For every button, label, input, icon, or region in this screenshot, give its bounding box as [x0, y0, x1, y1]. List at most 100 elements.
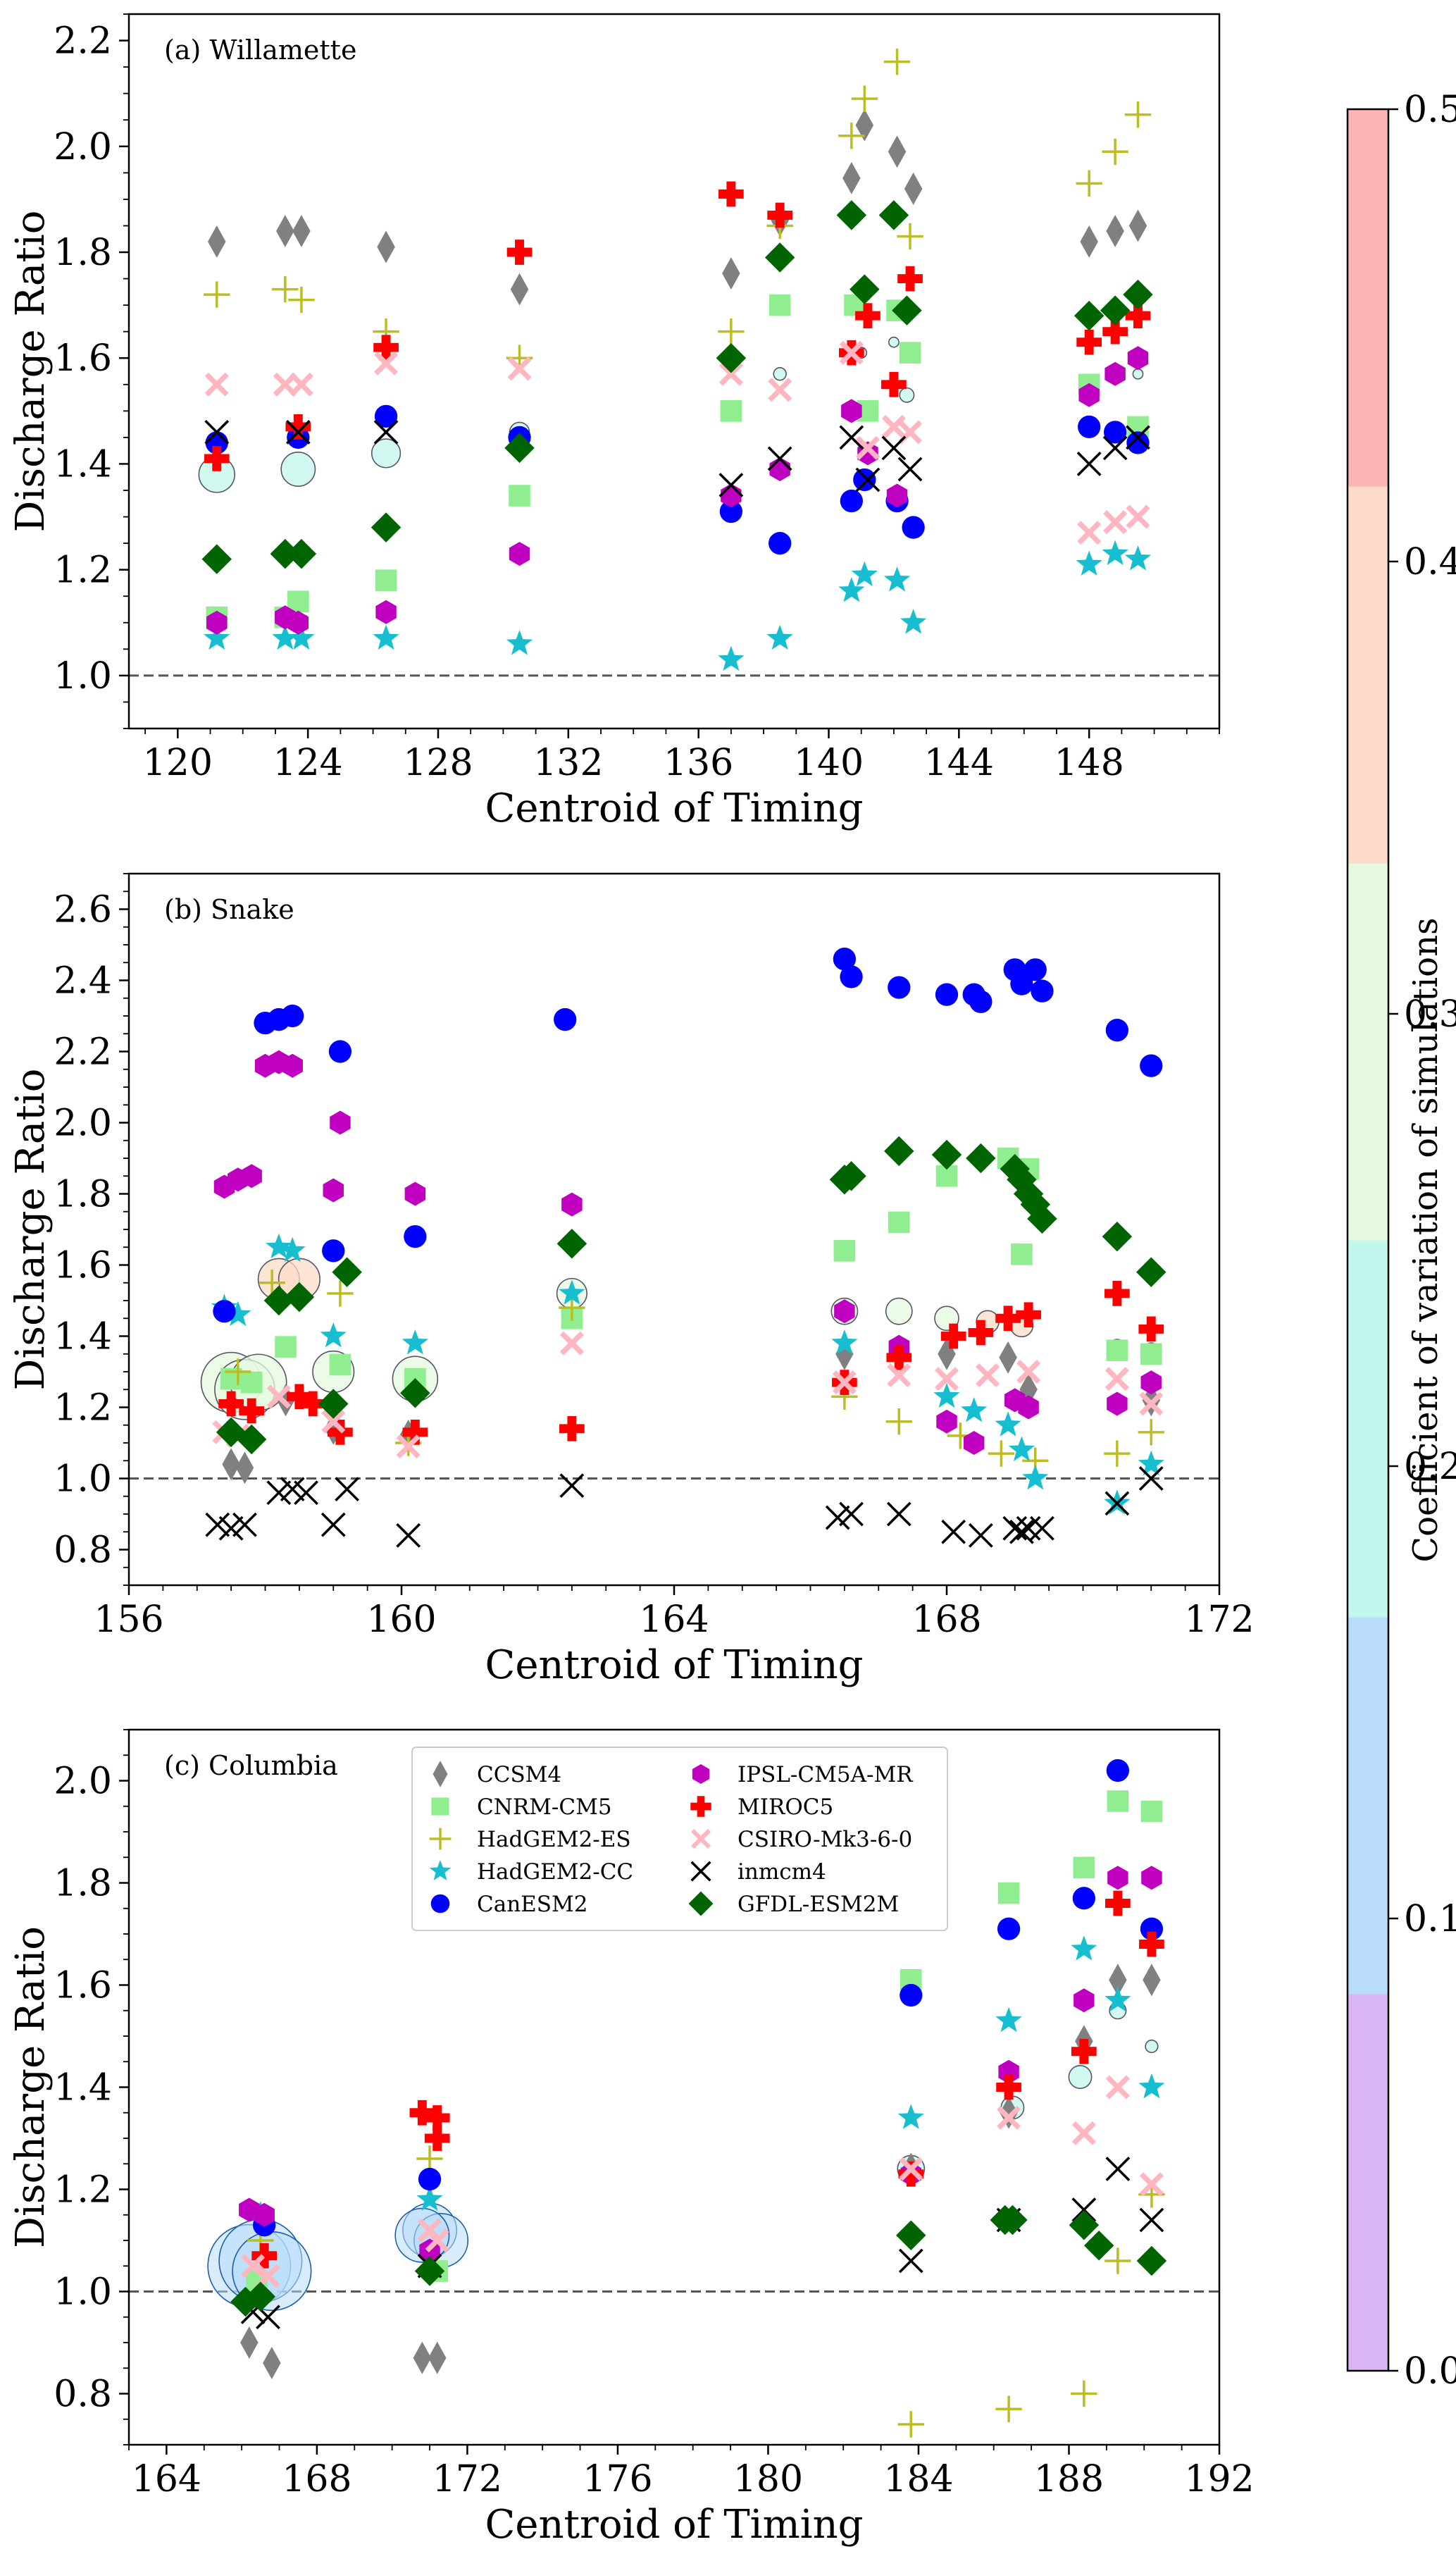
- data-point: [902, 516, 925, 539]
- data-point: [254, 2202, 275, 2227]
- data-point: [208, 225, 226, 258]
- data-point: [375, 569, 397, 591]
- data-point: [1102, 1221, 1133, 1252]
- data-point: [318, 1389, 349, 1419]
- data-point: [897, 2411, 924, 2438]
- data-point: [884, 1136, 914, 1167]
- y-tick-label: 2.0: [54, 1103, 112, 1145]
- data-point: [855, 435, 880, 460]
- y-axis-label: Discharge Ratio: [8, 1926, 54, 2248]
- data-point: [1074, 300, 1105, 331]
- data-point: [323, 1178, 344, 1203]
- data-point: [941, 1519, 966, 1544]
- data-point: [931, 1139, 962, 1170]
- data-point: [374, 404, 398, 428]
- cv-bubble: [371, 438, 402, 469]
- legend-label: MIROC5: [738, 1794, 833, 1820]
- data-point: [1123, 279, 1153, 310]
- data-point: [239, 1398, 264, 1424]
- data-point: [839, 425, 864, 450]
- data-point: [330, 1110, 351, 1135]
- data-point: [273, 372, 297, 397]
- data-point: [839, 1501, 864, 1527]
- data-point: [285, 414, 311, 440]
- data-point: [896, 2220, 926, 2250]
- data-point: [897, 223, 923, 250]
- legend-item-cnrm-cm5: CNRM-CM5: [431, 1794, 612, 1820]
- panel-title: (c) Columbia: [164, 1750, 338, 1781]
- data-point: [940, 1323, 966, 1349]
- data-point: [998, 2059, 1019, 2084]
- data-point: [251, 2243, 278, 2269]
- data-point: [1078, 415, 1101, 439]
- data-point: [1102, 540, 1128, 565]
- data-point: [935, 1367, 959, 1391]
- legend-box: [411, 1747, 948, 1931]
- data-point: [1105, 1890, 1131, 1916]
- data-point: [1109, 1964, 1127, 1997]
- legend-item-hadgem2-es: HadGEM2-ES: [429, 1827, 631, 1852]
- y-tick-label: 1.0: [54, 655, 112, 697]
- x-tick-label: 128: [403, 742, 473, 784]
- legend-marker: [690, 1861, 711, 1882]
- data-point: [281, 1004, 304, 1028]
- series-cnrm-cm5: [206, 294, 1149, 628]
- x-axis-label: Centroid of Timing: [485, 786, 863, 831]
- data-point: [288, 286, 315, 314]
- cv-bubble: [280, 452, 316, 487]
- data-point: [559, 1279, 585, 1305]
- data-point: [425, 2228, 449, 2252]
- y-tick-label: 2.2: [54, 1031, 112, 1074]
- y-tick-label: 1.6: [54, 1245, 112, 1287]
- legend-item-ccsm4: CCSM4: [433, 1761, 561, 1787]
- colorbar-segment: [1348, 1617, 1388, 1995]
- data-point: [898, 2248, 923, 2274]
- legend-label: GFDL-ESM2M: [738, 1892, 899, 1917]
- data-point: [767, 446, 792, 471]
- data-point: [240, 1371, 263, 1394]
- y-tick-label: 0.8: [54, 2374, 112, 2416]
- data-point: [1069, 2210, 1100, 2240]
- data-point: [321, 1512, 346, 1537]
- series-gfdl-esm2m: [201, 200, 1153, 574]
- data-point: [881, 414, 906, 439]
- x-tick-label: 164: [132, 2458, 201, 2500]
- data-point: [900, 609, 927, 634]
- data-point: [245, 2281, 276, 2312]
- series-ccsm4: [240, 1964, 1161, 2379]
- data-point: [204, 281, 230, 308]
- data-point: [838, 123, 865, 149]
- data-point: [1077, 521, 1102, 545]
- data-point: [968, 1523, 993, 1548]
- colorbar-tick-label: 0.2: [1404, 1446, 1456, 1488]
- data-point: [282, 1053, 303, 1078]
- data-point: [836, 200, 867, 230]
- data-point: [1138, 1419, 1164, 1446]
- data-point: [256, 2264, 280, 2288]
- data-point: [510, 273, 529, 306]
- data-point: [263, 1285, 294, 1316]
- x-axis-label: Centroid of Timing: [485, 1642, 863, 1688]
- data-point: [1078, 383, 1100, 407]
- data-point: [374, 351, 399, 376]
- y-tick-label: 2.2: [54, 20, 112, 63]
- data-point: [1105, 1367, 1129, 1391]
- data-point: [272, 275, 299, 303]
- data-point: [1076, 452, 1102, 476]
- data-point: [396, 1434, 421, 1459]
- data-point: [287, 590, 309, 613]
- data-point: [1071, 2380, 1097, 2407]
- data-point: [1106, 215, 1124, 247]
- legend-marker: [429, 1828, 452, 1850]
- y-tick-label: 2.0: [54, 1761, 112, 1803]
- colorbar-tick-label: 0.0: [1404, 2350, 1456, 2393]
- data-point: [275, 1336, 297, 1358]
- data-point: [1018, 1395, 1039, 1420]
- series-miroc5: [204, 181, 1151, 471]
- data-point: [400, 1378, 430, 1408]
- data-point: [834, 1299, 855, 1324]
- data-point: [855, 467, 881, 492]
- data-point: [836, 1161, 866, 1191]
- legend-label: HadGEM2-CC: [477, 1859, 633, 1885]
- data-point: [284, 1282, 315, 1313]
